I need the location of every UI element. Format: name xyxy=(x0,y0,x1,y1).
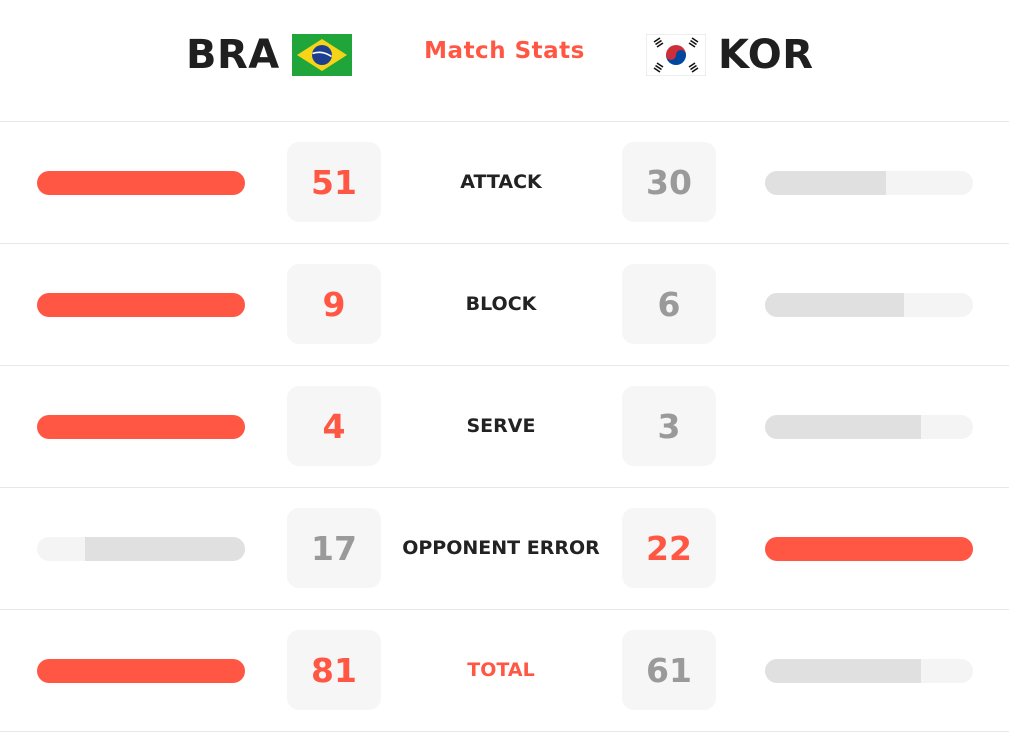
right-stat-bar-fill xyxy=(765,293,905,317)
right-stat-value: 6 xyxy=(622,264,716,344)
right-stat-bar-fill xyxy=(765,659,921,683)
stat-row-block: 9 BLOCK 6 xyxy=(0,244,1009,366)
right-stat-bar xyxy=(765,659,973,683)
left-stat-bar-fill xyxy=(37,293,245,317)
left-stat-bar-fill xyxy=(37,415,245,439)
left-stat-value: 9 xyxy=(287,264,381,344)
right-stat-bar-fill xyxy=(765,415,921,439)
right-stat-bar-fill xyxy=(765,171,886,195)
stat-label: OPPONENT ERROR xyxy=(402,537,600,559)
stat-row-attack: 51 ATTACK 30 xyxy=(0,122,1009,244)
match-header: BRA Match Stats KOR xyxy=(0,0,1009,122)
team-left: BRA xyxy=(186,33,352,77)
left-stat-bar xyxy=(37,293,245,317)
stat-row-opponent-error: 17 OPPONENT ERROR 22 xyxy=(0,488,1009,610)
left-stat-bar-fill xyxy=(84,537,245,561)
left-stat-bar xyxy=(37,537,245,561)
south-korea-flag-icon xyxy=(646,34,706,76)
right-stat-bar xyxy=(765,293,973,317)
right-stat-value: 22 xyxy=(622,508,716,588)
stat-label: SERVE xyxy=(466,415,536,437)
right-stat-bar xyxy=(765,537,973,561)
right-stat-bar xyxy=(765,171,973,195)
left-stat-bar-fill xyxy=(37,171,245,195)
right-stat-bar xyxy=(765,415,973,439)
left-stat-bar xyxy=(37,659,245,683)
left-stat-bar-fill xyxy=(37,659,245,683)
team-left-code: BRA xyxy=(186,32,280,78)
right-stat-value: 3 xyxy=(622,386,716,466)
left-stat-value: 81 xyxy=(287,630,381,710)
right-stat-value: 30 xyxy=(622,142,716,222)
brazil-flag-icon xyxy=(291,34,352,76)
stat-label: TOTAL xyxy=(467,659,535,681)
team-right-code: KOR xyxy=(718,32,814,78)
left-stat-value: 4 xyxy=(287,386,381,466)
page-title: Match Stats xyxy=(424,38,585,64)
team-right: KOR xyxy=(646,33,814,77)
left-stat-value: 51 xyxy=(287,142,381,222)
right-stat-value: 61 xyxy=(622,630,716,710)
left-stat-value: 17 xyxy=(287,508,381,588)
stat-label: ATTACK xyxy=(460,171,542,193)
left-stat-bar xyxy=(37,415,245,439)
stat-label: BLOCK xyxy=(465,293,537,315)
stat-row-total: 81 TOTAL 61 xyxy=(0,610,1009,732)
stat-row-serve: 4 SERVE 3 xyxy=(0,366,1009,488)
right-stat-bar-fill xyxy=(765,537,973,561)
left-stat-bar xyxy=(37,171,245,195)
